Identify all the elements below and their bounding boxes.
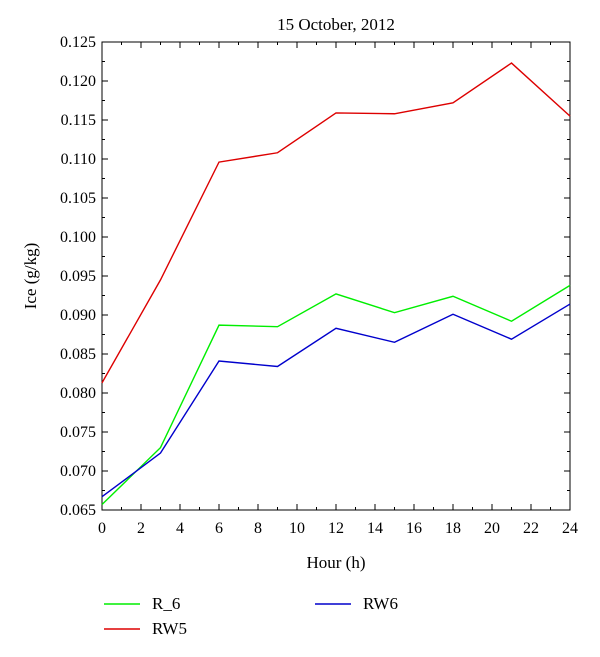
series-lines (101, 62, 571, 506)
x-tick-label: 14 (367, 520, 383, 537)
x-axis-ticks: 0 2 4 6 8 10 12 14 16 18 20 22 24 (98, 42, 578, 537)
series-line-r-6 (101, 284, 571, 506)
y-tick-label: 0.095 (60, 268, 96, 285)
plot-frame (101, 41, 571, 511)
y-tick-label: 0.110 (61, 151, 96, 168)
y-tick-label: 0.100 (60, 229, 96, 246)
x-tick-label: 24 (562, 520, 578, 537)
y-tick-label: 0.085 (60, 346, 96, 363)
y-tick-label: 0.070 (60, 463, 96, 480)
legend: R_6 RW5 RW6 (104, 594, 398, 638)
y-axis-label: Ice (g/kg) (21, 243, 40, 310)
y-tick-label: 0.090 (60, 307, 96, 324)
x-tick-label: 6 (215, 520, 223, 537)
x-tick-label: 8 (254, 520, 262, 537)
x-axis-label: Hour (h) (306, 553, 365, 572)
y-tick-label: 0.125 (60, 34, 96, 51)
y-tick-label: 0.080 (60, 385, 96, 402)
x-tick-label: 18 (445, 520, 461, 537)
series-line-rw6 (101, 303, 571, 498)
x-tick-label: 2 (137, 520, 145, 537)
y-axis-ticks: 0.065 0.070 0.075 0.080 0.085 0.090 0.095 0.100… (60, 34, 570, 519)
y-tick-label: 0.065 (60, 502, 96, 519)
x-tick-label: 10 (289, 520, 305, 537)
y-tick-label: 0.120 (60, 73, 96, 90)
x-tick-label: 20 (484, 520, 500, 537)
chart-title: 15 October, 2012 (277, 15, 395, 34)
y-tick-label: 0.075 (60, 424, 96, 441)
x-tick-label: 16 (406, 520, 422, 537)
x-tick-label: 4 (176, 520, 184, 537)
legend-label: R_6 (152, 594, 180, 613)
x-tick-label: 0 (98, 520, 106, 537)
legend-label: RW6 (363, 594, 398, 613)
legend-label: RW5 (152, 619, 187, 638)
x-tick-label: 12 (328, 520, 344, 537)
series-line-rw5 (101, 62, 571, 384)
x-tick-label: 22 (523, 520, 539, 537)
y-tick-label: 0.105 (60, 190, 96, 207)
y-tick-label: 0.115 (61, 112, 96, 129)
